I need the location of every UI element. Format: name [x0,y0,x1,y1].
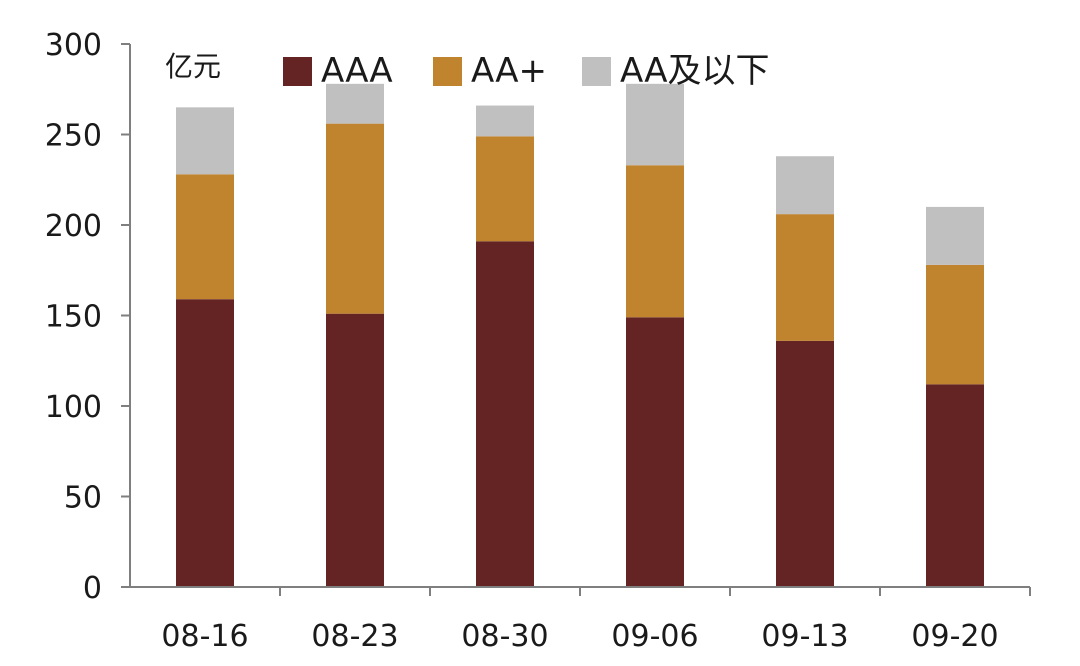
bar-aa-and-below-09-06 [626,83,684,166]
bar-aaa-08-16 [176,299,234,587]
x-tick-label: 08-23 [311,619,398,654]
bar-aa-plus-09-20 [926,264,984,385]
y-tick-label: 50 [64,481,102,516]
y-axis-ticks: 0 50 100 150 200 250 300 [45,28,130,606]
legend-item-aa-plus-label: AA+ [471,51,547,91]
y-tick-label: 0 [83,571,102,606]
legend-item-aa-plus-swatch [433,57,462,86]
legend-item-aaa-label: AAA [321,51,393,91]
y-tick-label: 300 [45,28,102,63]
x-tick-label: 09-06 [611,619,698,654]
legend-item-aaa-swatch [283,57,312,86]
unit-label: 亿元 [165,50,221,83]
bar-aaa-08-23 [326,313,384,587]
bar-aa-and-below-08-23 [326,83,384,124]
x-axis-ticks: 08-16 08-23 08-30 09-06 09-13 09-20 [161,587,1031,654]
bar-aaa-09-13 [776,340,834,587]
bar-aa-plus-08-30 [476,136,534,242]
x-tick-label: 08-30 [461,619,548,654]
y-tick-label: 100 [45,390,102,425]
bar-aa-and-below-08-16 [176,107,234,175]
y-tick-label: 150 [45,300,102,335]
legend-item-aa-and-below-swatch [582,57,611,86]
bar-aaa-09-06 [626,317,684,587]
bar-aa-and-below-09-13 [776,156,834,215]
x-tick-label: 09-13 [761,619,848,654]
bar-aa-and-below-09-20 [926,206,984,265]
bar-aa-plus-08-16 [176,174,234,300]
legend-item-aa-and-below-label: AA及以下 [620,51,769,91]
legend: AAA AA+ AA及以下 [283,51,769,91]
bar-aa-plus-09-06 [626,165,684,318]
bar-aaa-08-30 [476,241,534,588]
bar-aaa-09-20 [926,384,984,587]
y-tick-label: 250 [45,119,102,154]
y-tick-label: 200 [45,209,102,244]
x-tick-label: 09-20 [911,619,998,654]
bar-aa-plus-09-13 [776,214,834,341]
x-tick-label: 08-16 [161,619,248,654]
bar-aa-plus-08-23 [326,123,384,314]
bars-group [176,83,984,588]
bar-aa-and-below-08-30 [476,105,534,137]
